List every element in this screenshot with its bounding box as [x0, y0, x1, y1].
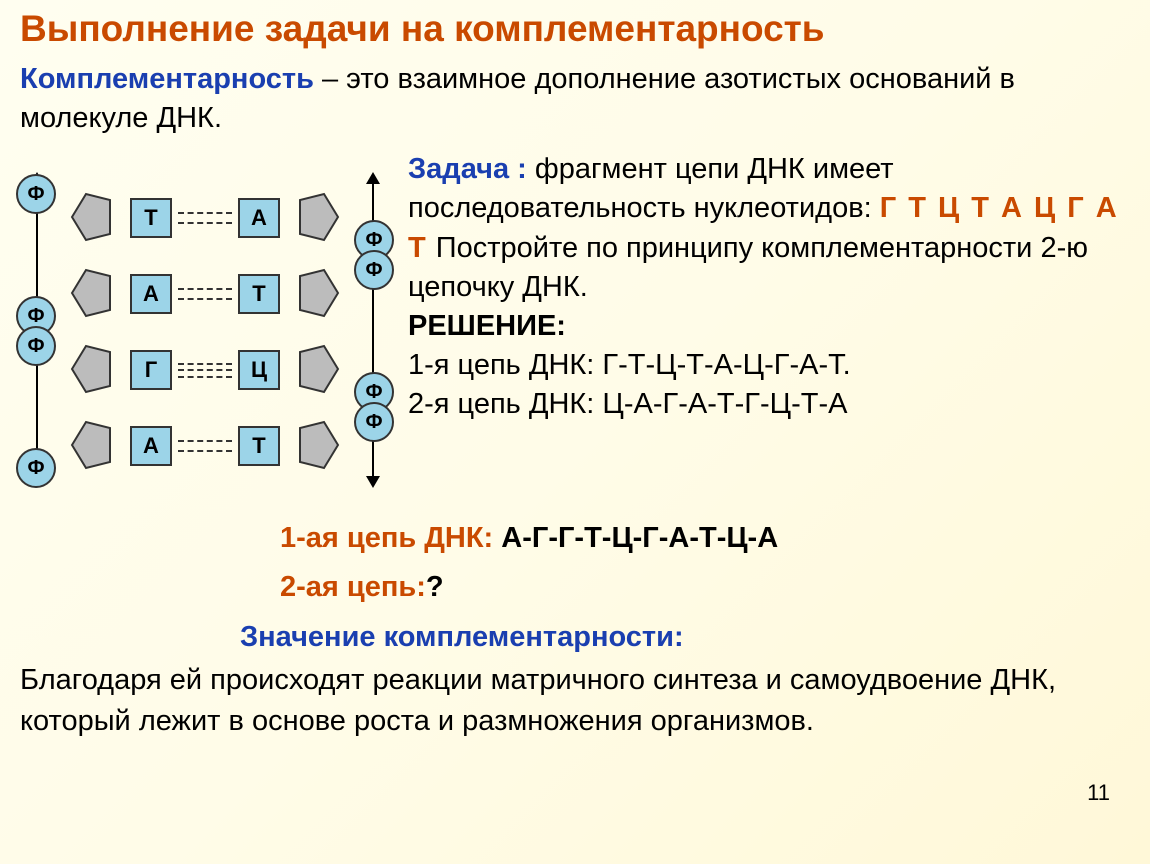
dna-diagram: ФФТАФФАТФФГЦФФАТ [20, 150, 390, 510]
sugar-right-icon [290, 266, 344, 320]
base-right: Т [238, 274, 280, 314]
task-text-2: Постройте по принципу комплементарности … [408, 232, 1088, 303]
phosphate-left: Ф [16, 326, 56, 366]
sugar-right-icon [290, 418, 344, 472]
base-left: А [130, 426, 172, 466]
sugar-right-icon [290, 190, 344, 244]
chain1-label: 1-я цепь ДНК: [408, 349, 602, 381]
definition-text: Комплементарность – это взаимное дополне… [20, 60, 1130, 138]
question1-label: 1-ая цепь ДНК: [280, 522, 501, 554]
base-right: Ц [238, 350, 280, 390]
phosphate-left: Ф [16, 448, 56, 488]
sugar-right-icon [290, 342, 344, 396]
base-left: Т [130, 198, 172, 238]
base-left: А [130, 274, 172, 314]
base-left: Г [130, 350, 172, 390]
hydrogen-bonds [178, 284, 232, 304]
sugar-left-icon [66, 266, 120, 320]
task-label: Задача : [408, 153, 535, 185]
page-title: Выполнение задачи на комплементарность [20, 8, 1130, 50]
phosphate-right: Ф [354, 402, 394, 442]
sugar-left-icon [66, 342, 120, 396]
significance-text: Благодаря ей происходят реакции матрично… [20, 660, 1130, 741]
base-right: А [238, 198, 280, 238]
solution-label: РЕШЕНИЕ: [408, 307, 1130, 346]
dna-rung: ФФАТ [20, 408, 390, 484]
page-number: 11 [1087, 780, 1110, 806]
hydrogen-bonds [178, 360, 232, 380]
task-line-1: Задача : фрагмент цепи ДНК имеет последо… [408, 150, 1130, 307]
sugar-left-icon [66, 418, 120, 472]
chain2-value: Ц-А-Г-А-Т-Г-Ц-Т-А [602, 388, 847, 420]
dna-rung: ФФАТ [20, 256, 390, 332]
diagram-column: ФФТАФФАТФФГЦФФАТ [20, 150, 390, 510]
hydrogen-bonds [178, 436, 232, 456]
base-right: Т [238, 426, 280, 466]
dna-rung: ФФГЦ [20, 332, 390, 408]
chain1-value: Г-Т-Ц-Т-А-Ц-Г-А-Т. [602, 349, 850, 381]
sugar-left-icon [66, 190, 120, 244]
hydrogen-bonds [178, 208, 232, 228]
significance-title: Значение комплементарности: [240, 621, 1130, 654]
question2-label: 2-ая цепь: [280, 571, 426, 603]
question1-seq: А-Г-Г-Т-Ц-Г-А-Т-Ц-А [501, 522, 778, 554]
question-row-2: 2-ая цепь:? [280, 567, 1130, 608]
chain2-row: 2-я цепь ДНК: Ц-А-Г-А-Т-Г-Ц-Т-А [408, 385, 1130, 424]
phosphate-right: Ф [354, 250, 394, 290]
dna-rung: ФФТА [20, 180, 390, 256]
main-row: ФФТАФФАТФФГЦФФАТ Задача : фрагмент цепи … [20, 150, 1130, 510]
question2-seq: ? [426, 571, 444, 603]
phosphate-left: Ф [16, 174, 56, 214]
task-column: Задача : фрагмент цепи ДНК имеет последо… [408, 150, 1130, 424]
chain1-row: 1-я цепь ДНК: Г-Т-Ц-Т-А-Ц-Г-А-Т. [408, 346, 1130, 385]
definition-term: Комплементарность [20, 63, 314, 95]
question-row-1: 1-ая цепь ДНК: А-Г-Г-Т-Ц-Г-А-Т-Ц-А [280, 518, 1130, 559]
chain2-label: 2-я цепь ДНК: [408, 388, 602, 420]
